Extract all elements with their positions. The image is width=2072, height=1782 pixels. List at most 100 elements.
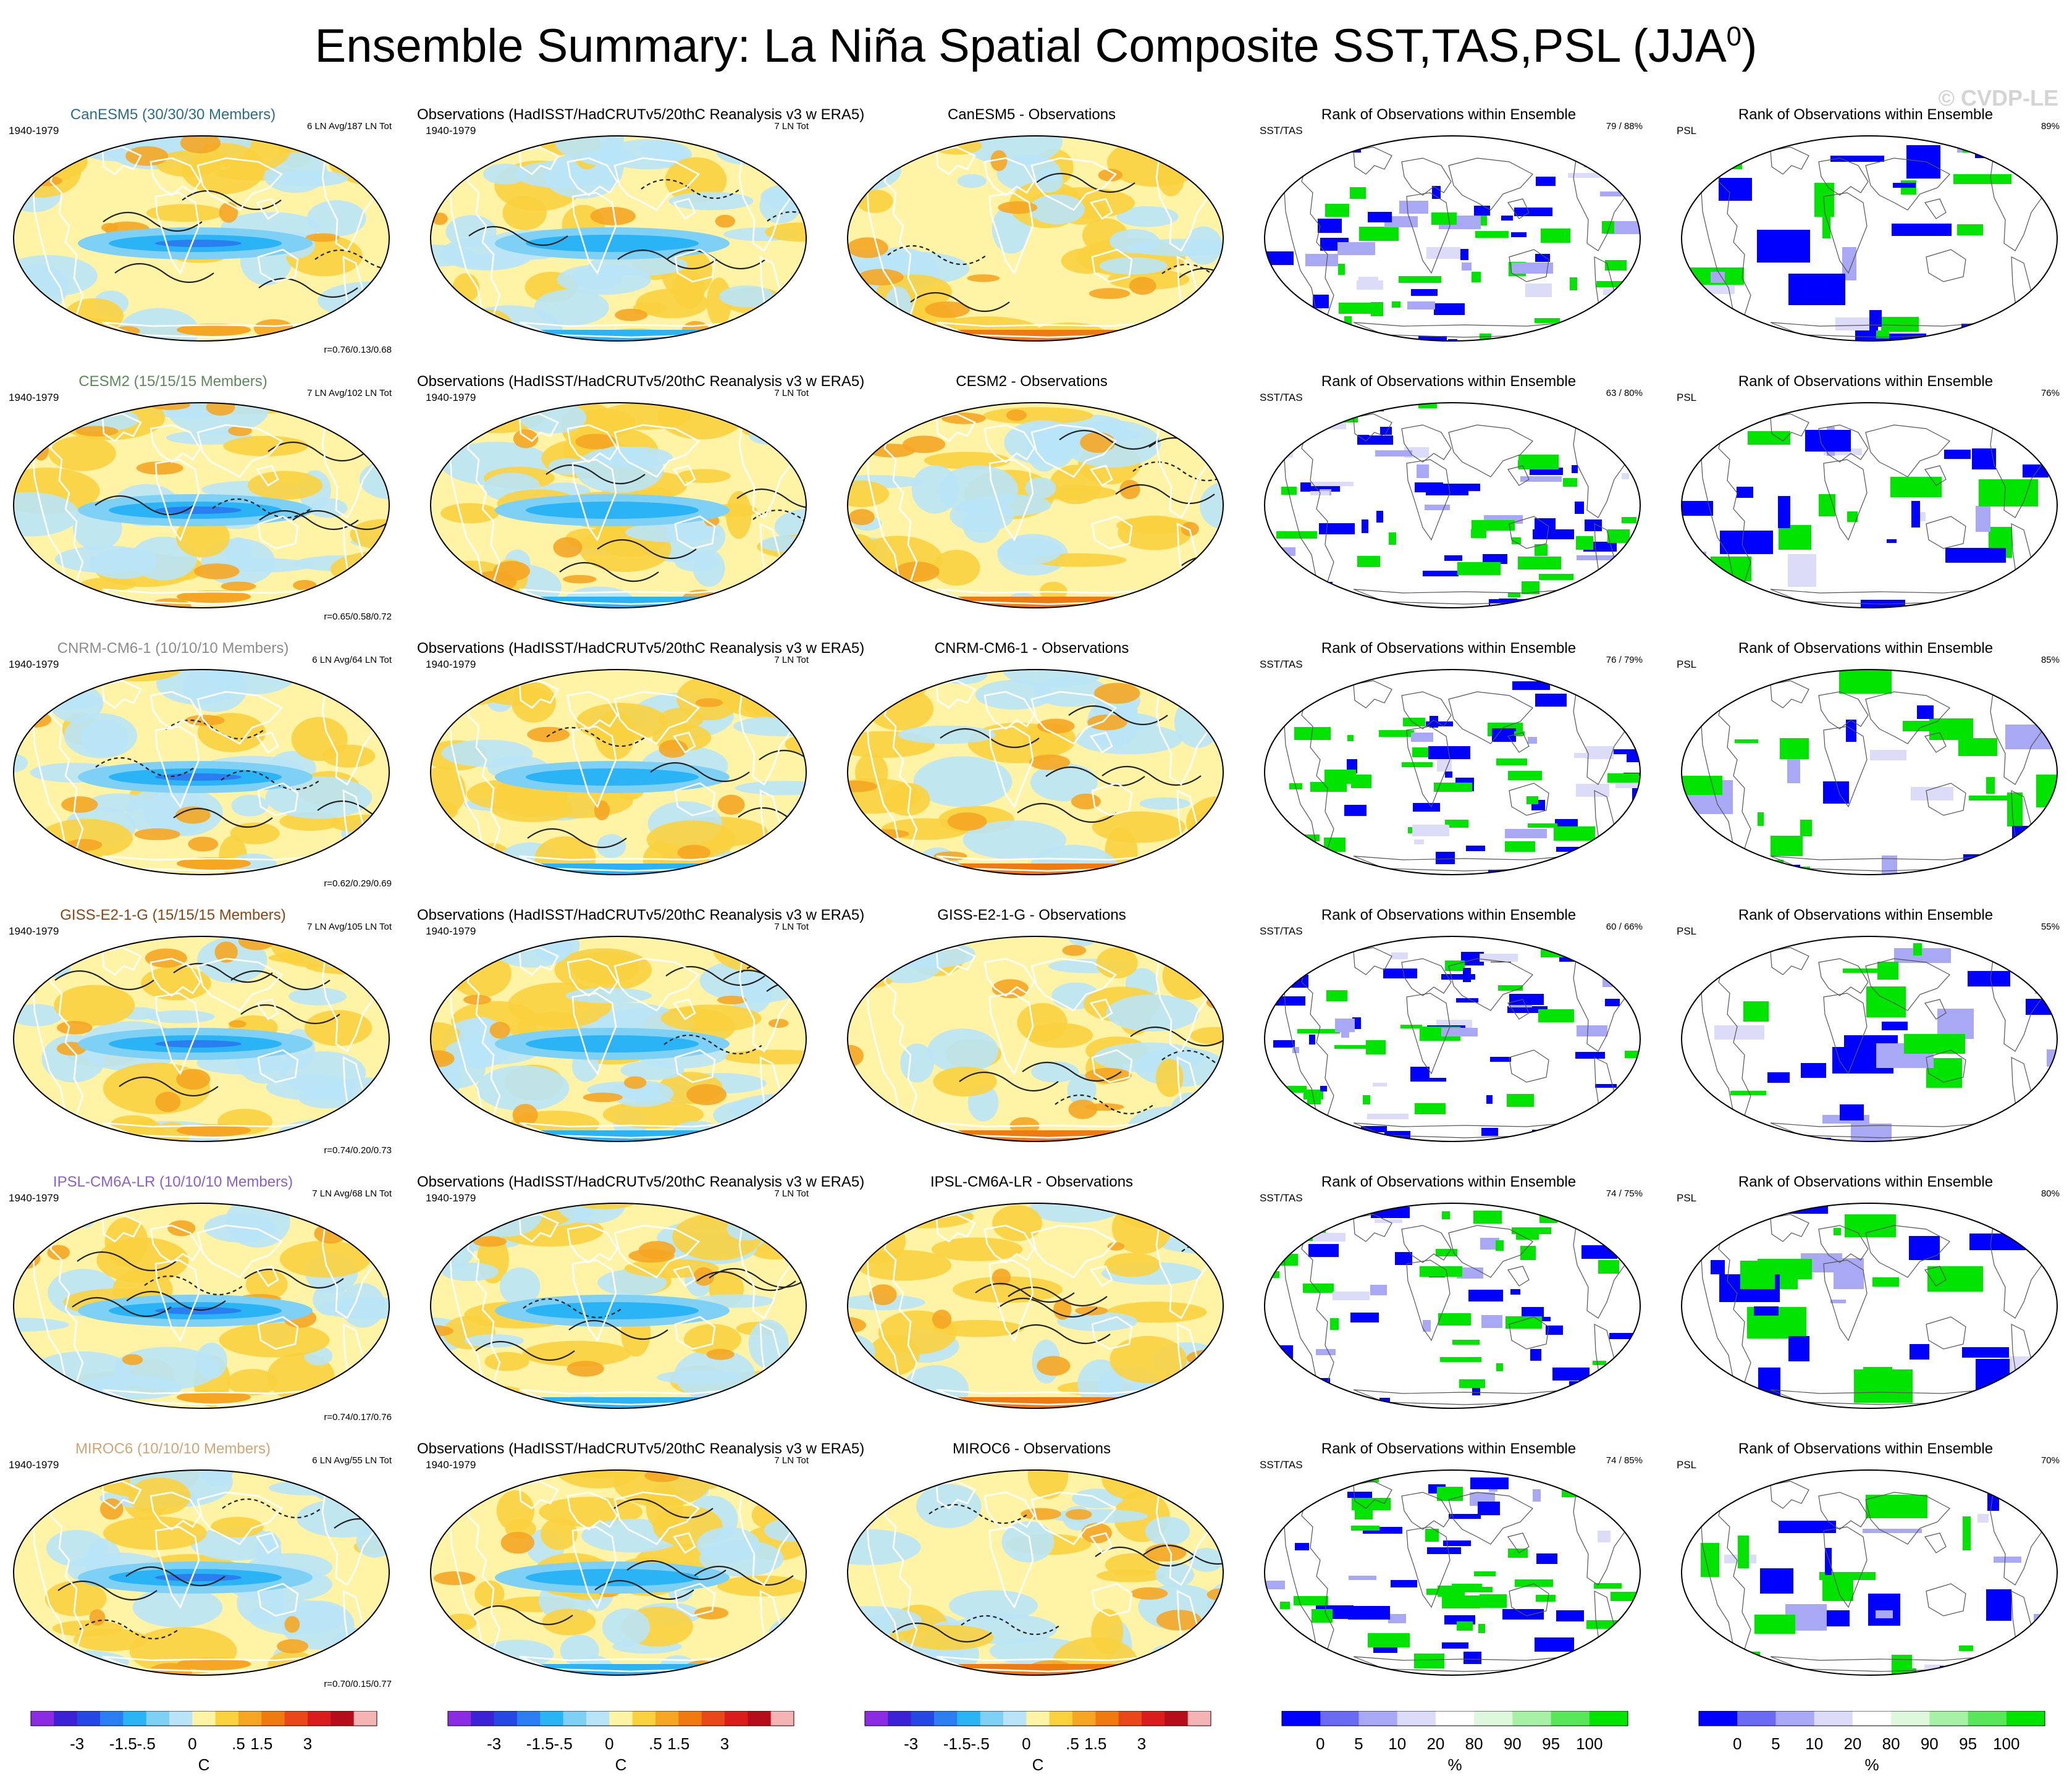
row-4: GISS-E2-1-G (15/15/15 Members) 1940-1979 7… [0, 907, 2072, 1174]
colorbar-swatch [563, 1711, 587, 1726]
obs-panel: Observations (HadISST/HadCRUTv5/20thC Re… [417, 373, 864, 640]
colorbar-swatch [888, 1711, 912, 1726]
pattern-correlation: r=0.74/0.20/0.73 [324, 1145, 392, 1156]
row-3: CNRM-CM6-1 (10/10/10 Members) 1940-1979 6 … [0, 640, 2072, 907]
colorbar-swatch [1775, 1711, 1815, 1726]
map-rank-sst [1261, 934, 1644, 1144]
colorbar-tick-label: 10 [1805, 1734, 1823, 1753]
variable-label: SST/TAS [1260, 392, 1303, 403]
colorbar-swatch [540, 1711, 564, 1726]
colorbar-swatch [980, 1711, 1004, 1726]
period-label: 1940-1979 [9, 1459, 59, 1471]
colorbar-tick-label: 90 [1921, 1734, 1939, 1753]
colorbar-tick-label: 3 [720, 1734, 729, 1753]
rank-sst-panel: Rank of Observations within Ensemble SST/… [1251, 1174, 1646, 1440]
colorbar-swatch [1474, 1711, 1513, 1726]
rank-sst-panel: Rank of Observations within Ensemble SST/… [1251, 373, 1646, 640]
colorbar-swatch [1551, 1711, 1590, 1726]
obs-panel: Observations (HadISST/HadCRUTv5/20thC Re… [417, 1174, 864, 1440]
temperature-colorbar-1: -3 -1.5 -.5 0 .5 1.5 3 C [25, 1711, 383, 1782]
rank-sst-panel: Rank of Observations within Ensemble SST/… [1251, 640, 1646, 907]
map-rank-sst [1261, 1468, 1644, 1678]
panel-title: CanESM5 - Observations [947, 106, 1116, 123]
panel-title: IPSL-CM6A-LR (10/10/10 Members) [53, 1174, 293, 1190]
event-count: 6 LN Avg/64 LN Tot [312, 655, 392, 665]
rank-percentage: 89% [2040, 121, 2060, 132]
colorbar-swatch [54, 1711, 78, 1726]
colorbar-swatch [2006, 1711, 2045, 1726]
panel-title: CNRM-CM6-1 - Observations [934, 640, 1129, 657]
colorbar-tick-label: 80 [1882, 1734, 1900, 1753]
variable-label: PSL [1677, 125, 1697, 137]
panel-title: GISS-E2-1-G (15/15/15 Members) [60, 907, 286, 923]
colorbar-swatch [494, 1711, 518, 1726]
temperature-colorbar-3: -3 -1.5 -.5 0 .5 1.5 3 C [859, 1711, 1217, 1782]
colorbar-tick-label: -1.5 [943, 1734, 971, 1753]
colorbar-swatch [100, 1711, 124, 1726]
panel-title: Rank of Observations within Ensemble [1321, 907, 1577, 923]
panel-title: IPSL-CM6A-LR - Observations [930, 1174, 1134, 1190]
colorbar-tick-label: 0 [605, 1734, 613, 1753]
model-panel: CNRM-CM6-1 (10/10/10 Members) 1940-1979 6 … [0, 640, 395, 907]
period-label: 1940-1979 [9, 392, 59, 403]
rank-psl-panel: Rank of Observations within Ensemble PSL 7… [1668, 373, 2063, 640]
model-panel: IPSL-CM6A-LR (10/10/10 Members) 1940-1979… [0, 1174, 395, 1440]
panel-title: CESM2 (15/15/15 Members) [78, 373, 267, 390]
rank-percentage: 80% [2040, 1188, 2060, 1199]
map-obs [427, 1468, 810, 1678]
colorbar-swatch [1095, 1711, 1119, 1726]
colorbar-tick-label: -3 [904, 1734, 918, 1753]
colorbar-swatch [238, 1711, 262, 1726]
diff-panel: CanESM5 - Observations [834, 106, 1229, 373]
map-model [10, 934, 393, 1144]
map-diff [844, 934, 1227, 1144]
map-obs [427, 400, 810, 610]
obs-panel: Observations (HadISST/HadCRUTv5/20thC Re… [417, 1440, 864, 1707]
panel-title: MIROC6 - Observations [952, 1440, 1111, 1457]
period-label: 1940-1979 [426, 125, 476, 137]
colorbar-tick-label: 10 [1388, 1734, 1406, 1753]
period-label: 1940-1979 [9, 125, 59, 137]
colorbar-swatch [1003, 1711, 1027, 1726]
colorbar-swatch [632, 1711, 656, 1726]
obs-panel: Observations (HadISST/HadCRUTv5/20thC Re… [417, 907, 864, 1174]
colorbar-swatch [865, 1711, 888, 1726]
colorbar-tick-label: -.5 [554, 1734, 573, 1753]
period-label: 1940-1979 [9, 925, 59, 937]
variable-label: PSL [1677, 1459, 1697, 1471]
colorbar-tick-label: 20 [1426, 1734, 1444, 1753]
colorbar-tick-label: 1.5 [667, 1734, 689, 1753]
event-count: 7 LN Tot [774, 1455, 809, 1466]
colorbar-swatch [1891, 1711, 1930, 1726]
map-diff [844, 1201, 1227, 1411]
pattern-correlation: r=0.74/0.17/0.76 [324, 1412, 392, 1423]
panel-title: CESM2 - Observations [956, 373, 1108, 390]
panel-title: MIROC6 (10/10/10 Members) [75, 1440, 271, 1457]
map-diff [844, 667, 1227, 877]
colorbar-tick-label: 0 [1316, 1734, 1324, 1753]
pattern-correlation: r=0.76/0.13/0.68 [324, 345, 392, 355]
colorbar-tick-label: 0 [1022, 1734, 1030, 1753]
map-rank-sst [1261, 1201, 1644, 1411]
map-rank-psl [1678, 934, 2061, 1144]
colorbar-swatch [192, 1711, 216, 1726]
period-label: 1940-1979 [426, 1459, 476, 1471]
period-label: 1940-1979 [426, 392, 476, 403]
variable-label: SST/TAS [1260, 925, 1303, 937]
variable-label: SST/TAS [1260, 125, 1303, 137]
colorbar-swatch [308, 1711, 331, 1726]
event-count: 6 LN Avg/55 LN Tot [312, 1455, 392, 1466]
rank-psl-panel: Rank of Observations within Ensemble PSL 5… [1668, 907, 2063, 1174]
copyright: © CVDP-LE [1938, 85, 2058, 111]
colorbar-tick-label: 95 [1542, 1734, 1560, 1753]
event-count: 7 LN Avg/102 LN Tot [306, 388, 392, 398]
colorbar-swatch [353, 1711, 377, 1726]
rank-psl-panel: Rank of Observations within Ensemble PSL 8… [1668, 1174, 2063, 1440]
panel-title: CanESM5 (30/30/30 Members) [70, 106, 276, 123]
map-rank-psl [1678, 667, 2061, 877]
colorbar-tick-label: -1.5 [526, 1734, 554, 1753]
rank-sst-panel: Rank of Observations within Ensemble SST/… [1251, 1440, 1646, 1707]
colorbar-swatch [169, 1711, 193, 1726]
colorbar-unit: C [1032, 1755, 1044, 1774]
colorbar-swatch [748, 1711, 772, 1726]
